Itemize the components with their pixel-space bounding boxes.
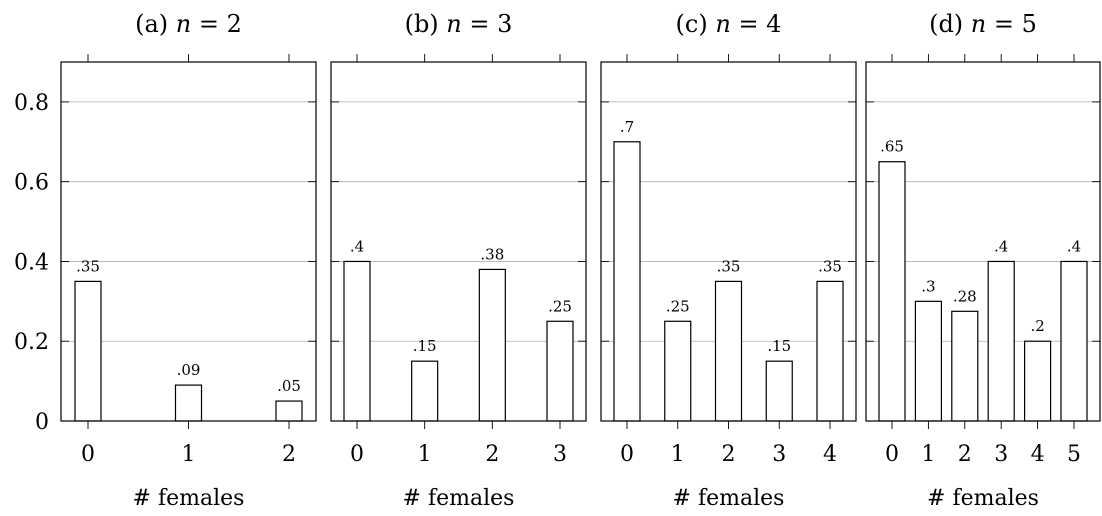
y-tick-label: 0.6 xyxy=(14,171,49,196)
bar xyxy=(613,141,641,422)
data-label: .15 xyxy=(767,337,791,355)
y-tick-label: 0 xyxy=(35,410,49,435)
panel-frame xyxy=(60,61,317,422)
chart-panel-2: .4 0 .15 1 .38 2 .25 3 (b) n = 3 # females xyxy=(330,10,587,511)
x-axis-label: # females xyxy=(403,486,515,511)
panel-frame xyxy=(330,61,587,422)
x-tick-label: 4 xyxy=(1031,442,1045,467)
bar xyxy=(816,280,844,422)
x-axis-label: # females xyxy=(927,486,1039,511)
x-tick-label: 3 xyxy=(553,442,567,467)
x-tick-label: 1 xyxy=(418,442,432,467)
bar xyxy=(275,400,303,422)
data-label: .2 xyxy=(1030,317,1044,335)
x-tick-label: 1 xyxy=(921,442,935,467)
data-label: .4 xyxy=(350,237,364,255)
data-label: .35 xyxy=(76,257,100,275)
data-label: .3 xyxy=(921,277,935,295)
x-tick-label: 1 xyxy=(182,442,196,467)
data-label: .05 xyxy=(277,377,301,395)
bar xyxy=(411,360,439,422)
data-label: .35 xyxy=(717,257,741,275)
x-tick-label: 2 xyxy=(282,442,296,467)
x-tick-label: 3 xyxy=(772,442,786,467)
bar xyxy=(765,360,793,422)
data-label: .25 xyxy=(666,297,690,315)
x-tick-label: 2 xyxy=(485,442,499,467)
panel-frame xyxy=(865,61,1101,422)
bar xyxy=(74,280,102,422)
panel-title: (c) n = 4 xyxy=(676,10,782,38)
data-label: .28 xyxy=(953,287,977,305)
x-tick-label: 5 xyxy=(1067,442,1081,467)
data-label: .4 xyxy=(1067,237,1081,255)
data-label: .09 xyxy=(177,361,201,379)
data-label: .35 xyxy=(818,257,842,275)
panel-title: (d) n = 5 xyxy=(929,10,1037,38)
bar xyxy=(1023,340,1052,422)
x-tick-label: 2 xyxy=(958,442,972,467)
y-tick-label: 0.4 xyxy=(14,250,49,275)
bar xyxy=(546,320,574,422)
data-label: .15 xyxy=(413,337,437,355)
data-label: .65 xyxy=(880,138,904,156)
bar xyxy=(478,268,506,422)
panel-title: (a) n = 2 xyxy=(135,10,242,38)
x-axis-label: # females xyxy=(673,486,785,511)
bar xyxy=(174,384,203,422)
bar xyxy=(664,320,692,422)
x-tick-label: 1 xyxy=(671,442,685,467)
y-tick-label: 0.8 xyxy=(14,91,49,116)
data-label: .7 xyxy=(620,118,634,136)
x-tick-label: 2 xyxy=(722,442,736,467)
panel-frame xyxy=(600,61,857,422)
panel-title: (b) n = 3 xyxy=(405,10,513,38)
x-tick-label: 0 xyxy=(81,442,95,467)
bar xyxy=(914,300,943,422)
bar xyxy=(343,260,371,422)
chart-panel-3: .7 0 .25 1 .35 2 .15 3 .35 4 (c) n = 4 # females xyxy=(600,10,857,511)
x-tick-label: 0 xyxy=(350,442,364,467)
x-tick-label: 4 xyxy=(823,442,837,467)
chart-panel-1: .35 0 .09 1 .05 2 (a) n = 2 # females xyxy=(60,10,317,511)
x-tick-label: 0 xyxy=(620,442,634,467)
x-tick-label: 3 xyxy=(994,442,1008,467)
x-tick-label: 0 xyxy=(885,442,899,467)
data-label: .4 xyxy=(994,237,1008,255)
data-label: .25 xyxy=(548,297,572,315)
x-axis-label: # females xyxy=(133,486,245,511)
chart-panel-4: .65 0 .3 1 .28 2 .4 3 .2 4 .4 5 (d) n = 5 # females xyxy=(865,10,1101,511)
bar xyxy=(878,161,906,422)
bar xyxy=(987,260,1015,422)
bar xyxy=(951,310,979,422)
y-tick-label: 0.2 xyxy=(14,330,49,355)
bar xyxy=(714,280,743,422)
data-label: .38 xyxy=(480,245,504,263)
bar xyxy=(1060,260,1088,422)
